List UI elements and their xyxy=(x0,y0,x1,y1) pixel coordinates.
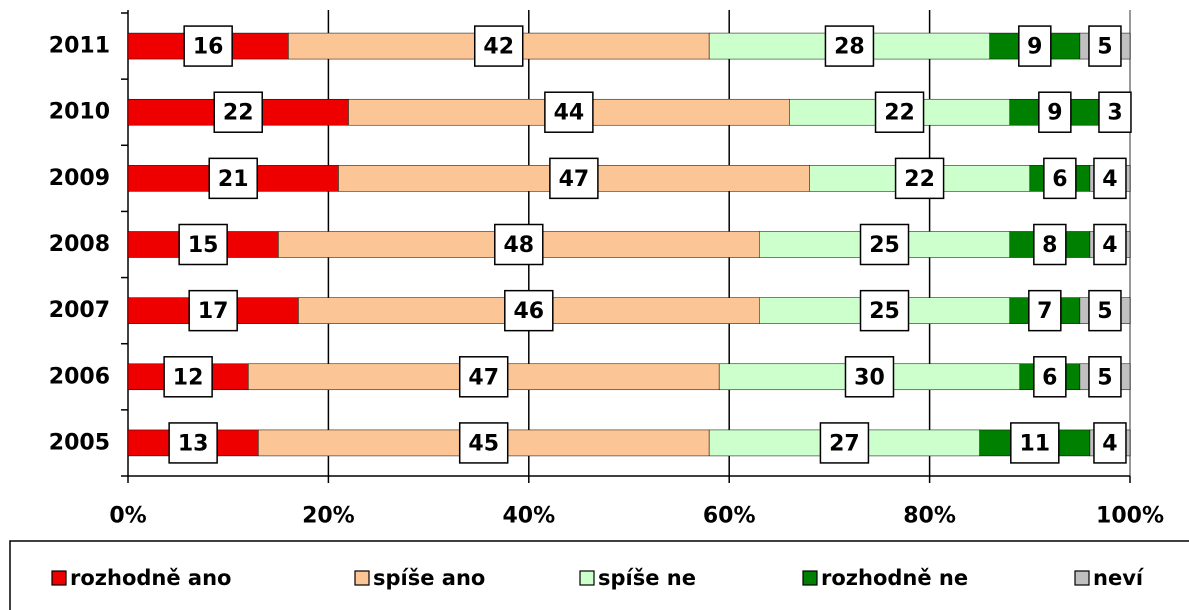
legend-box xyxy=(9,540,1189,610)
value-label: 4 xyxy=(1102,431,1117,456)
value-label: 22 xyxy=(904,167,935,192)
value-label: 6 xyxy=(1042,365,1057,390)
x-tick-label: 100% xyxy=(1096,504,1164,529)
value-label-box xyxy=(544,91,594,133)
value-label: 5 xyxy=(1097,299,1112,324)
value-label: 5 xyxy=(1097,365,1112,390)
value-label-box xyxy=(1043,157,1077,200)
value-label-box xyxy=(1088,25,1122,67)
value-label: 3 xyxy=(1107,101,1122,126)
x-tick-label: 0% xyxy=(109,504,146,529)
legend-label: neví xyxy=(1093,566,1145,590)
legend-label: rozhodně ne xyxy=(821,566,968,590)
value-label-box xyxy=(504,289,554,332)
value-label: 8 xyxy=(1042,233,1057,258)
value-label-box xyxy=(1088,356,1122,398)
value-label: 47 xyxy=(468,365,499,390)
legend-label: spíše ano xyxy=(373,566,485,590)
value-label: 46 xyxy=(513,299,544,324)
value-label-box xyxy=(819,422,870,464)
value-label: 4 xyxy=(1102,233,1117,258)
value-label: 47 xyxy=(559,167,590,192)
value-label-box xyxy=(163,356,213,398)
value-label: 22 xyxy=(223,101,254,126)
legend-swatch xyxy=(1074,570,1090,586)
y-tick-label: 2011 xyxy=(49,34,110,59)
value-label: 15 xyxy=(188,233,219,258)
value-label: 13 xyxy=(178,431,209,456)
legend-swatch xyxy=(354,570,370,586)
value-label-box xyxy=(874,91,925,133)
value-label-box xyxy=(859,223,910,266)
value-label: 42 xyxy=(483,35,514,60)
value-label-box xyxy=(458,356,509,398)
value-label-box xyxy=(183,25,233,67)
value-label: 11 xyxy=(1019,431,1050,456)
value-label-box xyxy=(1018,25,1052,67)
value-label-box xyxy=(1010,422,1060,464)
value-label: 25 xyxy=(869,299,900,324)
value-label: 16 xyxy=(193,35,224,60)
y-tick-label: 2007 xyxy=(49,298,110,323)
value-label-box xyxy=(1033,223,1067,266)
legend-label: rozhodně ano xyxy=(70,566,231,590)
legend-swatch xyxy=(579,570,595,586)
legend-label: spíše ne xyxy=(598,566,696,590)
value-label-box xyxy=(213,91,263,133)
x-tick-label: 20% xyxy=(302,504,355,529)
y-tick-label: 2010 xyxy=(49,100,110,125)
value-label-box xyxy=(824,25,875,67)
x-tick-label: 80% xyxy=(903,504,956,529)
value-label: 25 xyxy=(869,233,900,258)
value-label: 27 xyxy=(829,431,860,456)
value-label: 21 xyxy=(218,167,249,192)
value-label: 17 xyxy=(198,299,229,324)
value-label-box xyxy=(494,223,544,266)
legend-swatch xyxy=(51,570,67,586)
value-label-box xyxy=(208,157,258,200)
x-tick-label: 60% xyxy=(703,504,756,529)
value-label: 12 xyxy=(173,365,204,390)
value-label: 7 xyxy=(1037,299,1052,324)
value-label-box xyxy=(894,157,945,200)
value-label: 28 xyxy=(834,35,865,60)
value-label: 48 xyxy=(503,233,534,258)
value-label-box xyxy=(1098,91,1132,133)
value-label: 44 xyxy=(554,101,585,126)
value-label-box xyxy=(458,422,509,464)
value-label-box xyxy=(1093,223,1127,266)
value-label-box xyxy=(1033,356,1067,398)
value-label: 6 xyxy=(1052,167,1067,192)
value-label-box xyxy=(844,356,895,398)
value-label: 9 xyxy=(1027,35,1042,60)
value-label: 5 xyxy=(1097,35,1112,60)
value-label-box xyxy=(1088,289,1122,332)
value-label: 9 xyxy=(1047,101,1062,126)
value-label: 45 xyxy=(468,431,499,456)
value-label-box xyxy=(178,223,228,266)
y-tick-label: 2009 xyxy=(49,166,110,191)
value-label-box xyxy=(473,25,524,67)
value-label: 22 xyxy=(884,101,915,126)
value-label-box xyxy=(1093,422,1127,464)
value-label: 4 xyxy=(1102,167,1117,192)
value-label-box xyxy=(549,157,599,200)
value-label-box xyxy=(168,422,218,464)
value-label-box xyxy=(859,289,910,332)
x-tick-label: 40% xyxy=(502,504,555,529)
value-label-box xyxy=(1038,91,1072,133)
legend-swatch xyxy=(802,570,818,586)
value-label-box xyxy=(1093,157,1127,200)
value-label: 30 xyxy=(854,365,885,390)
value-label-box xyxy=(188,289,238,332)
y-tick-label: 2008 xyxy=(49,232,110,257)
value-label-box xyxy=(1028,289,1062,332)
y-tick-label: 2005 xyxy=(49,430,110,455)
y-tick-label: 2006 xyxy=(49,364,110,389)
